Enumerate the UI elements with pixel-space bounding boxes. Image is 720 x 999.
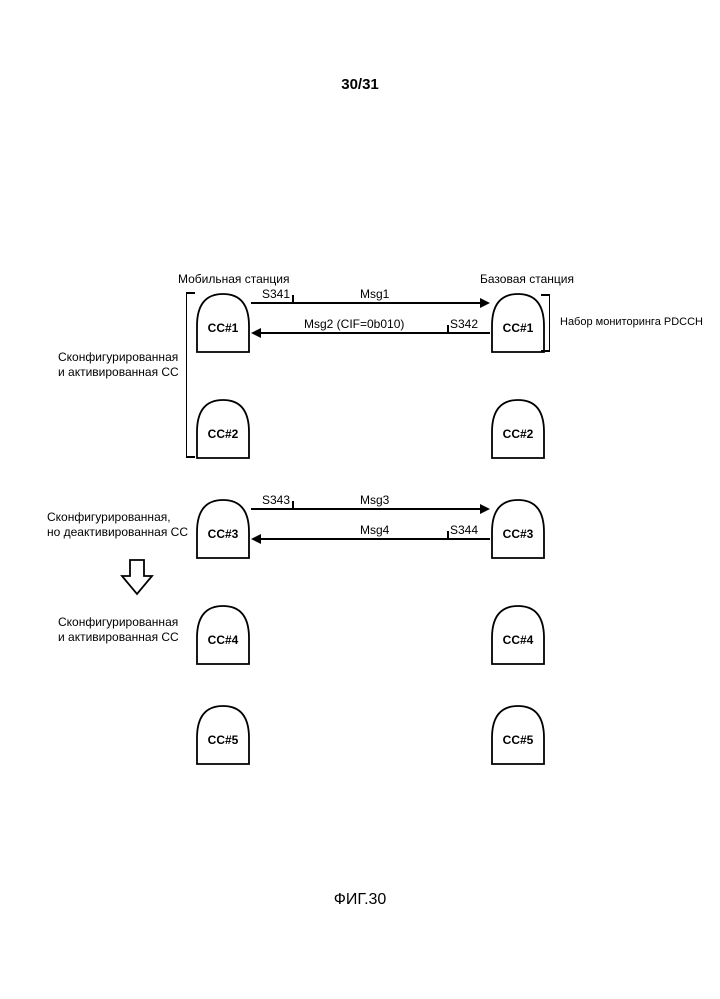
leader-line [437,538,448,540]
arrow-head-icon [480,298,490,308]
arrow-msg3 [251,508,480,510]
cc-node-right-2: CC#2 [490,398,546,460]
cc-label: CC#5 [208,733,239,747]
cc-node-left-1: CC#1 [195,292,251,354]
msg-label-msg4: Msg4 [360,523,389,537]
leader-line [292,508,302,510]
cc-label: CC#3 [503,527,534,541]
cc-node-right-4: CC#4 [490,604,546,666]
cc-node-left-2: CC#2 [195,398,251,460]
cc-node-right-3: CC#3 [490,498,546,560]
step-label-s342: S342 [450,317,478,331]
label-line-1: Сконфигурированная [58,615,178,629]
msg-label-msg1: Msg1 [360,287,389,301]
step-label-s344: S344 [450,523,478,537]
cc-node-right-5: CC#5 [490,704,546,766]
cc-label: CC#5 [503,733,534,747]
arrow-msg1 [251,302,480,304]
arrow-head-icon [480,504,490,514]
leader-line [437,332,448,334]
bracket-pdcch-set [549,294,550,352]
msg-label-msg2: Msg2 (CIF=0b010) [304,317,404,331]
transition-arrow-icon [120,558,154,603]
arrow-head-icon [251,328,261,338]
step-label-s343: S343 [262,493,290,507]
figure-caption: ФИГ.30 [334,891,387,909]
cc-label: CC#3 [208,527,239,541]
label-configured-deactivated: Сконфигурированная, но деактивированная … [47,510,188,540]
cc-label: CC#1 [208,321,239,335]
cc-label: CC#2 [208,427,239,441]
cc-label: CC#2 [503,427,534,441]
label-line-2: но деактивированная CC [47,525,188,539]
label-line-2: и активированная CC [58,630,179,644]
cc-node-left-4: CC#4 [195,604,251,666]
cc-label: CC#4 [208,633,239,647]
arrow-msg2 [261,332,490,334]
label-configured-activated-2: Сконфигурированная и активированная CC [58,615,179,645]
cc-node-left-3: CC#3 [195,498,251,560]
cc-label: CC#1 [503,321,534,335]
msg-label-msg3: Msg3 [360,493,389,507]
arrow-msg4 [261,538,490,540]
pdcch-monitoring-set-label: Набор мониторинга PDCCH [560,316,703,328]
sequence-diagram: Мобильная станция Базовая станция Набор … [0,0,720,999]
label-configured-activated-1: Сконфигурированная и активированная CC [58,350,179,380]
label-line-1: Сконфигурированная, [47,510,171,524]
cc-label: CC#4 [503,633,534,647]
cc-node-left-5: CC#5 [195,704,251,766]
arrow-head-icon [251,534,261,544]
leader-line [292,302,302,304]
header-mobile-station: Мобильная станция [178,272,290,286]
bracket-configured-activated [186,292,187,458]
label-line-1: Сконфигурированная [58,350,178,364]
header-base-station: Базовая станция [480,272,574,286]
label-line-2: и активированная CC [58,365,179,379]
step-label-s341: S341 [262,287,290,301]
cc-node-right-1: CC#1 [490,292,546,354]
